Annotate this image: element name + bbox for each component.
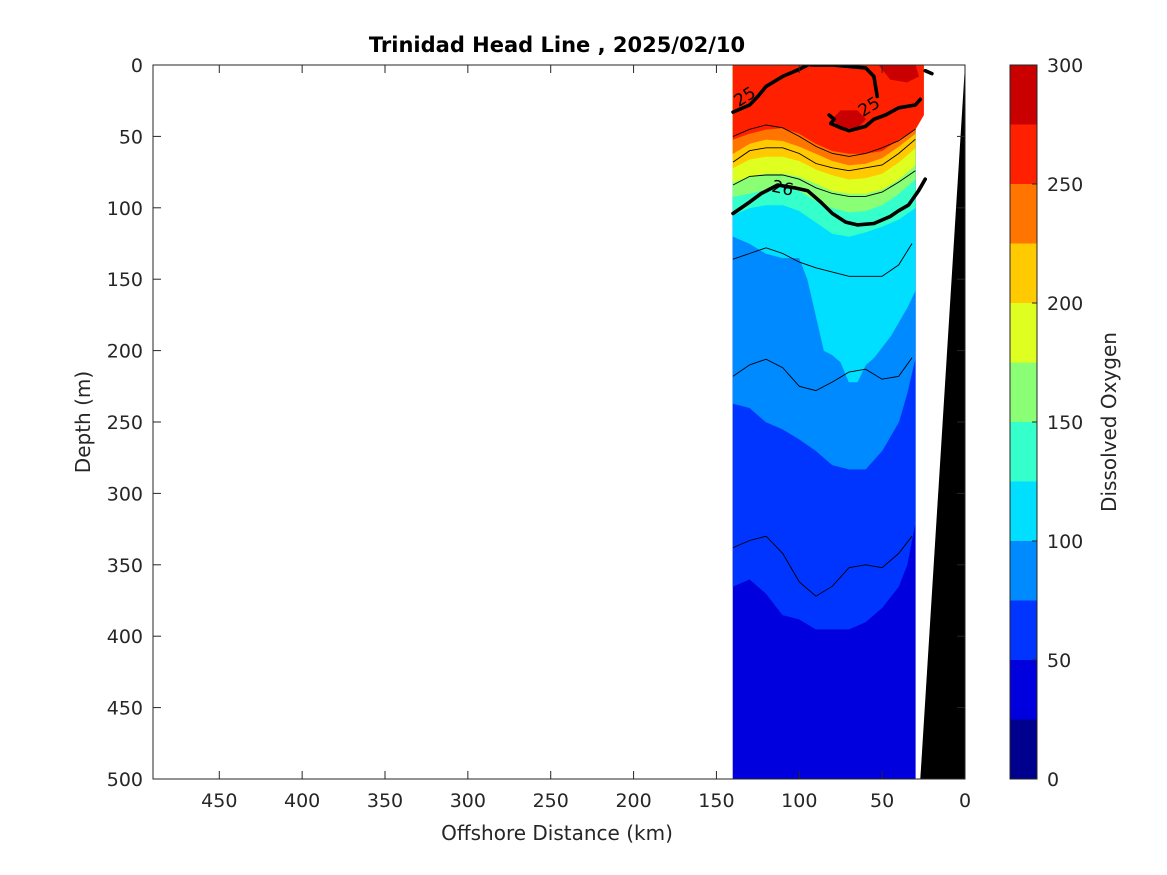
thin-contour-1 (732, 138, 916, 172)
colorbar-tick-label: 250 (1047, 174, 1083, 196)
seafloor-mask (920, 65, 965, 779)
x-tick-label: 250 (533, 790, 569, 812)
y-tick-label: 50 (119, 126, 143, 148)
x-tick-label: 400 (284, 790, 320, 812)
colorbar-tick-label: 200 (1047, 293, 1083, 315)
colorbar-label: Dissolved Oxygen (1097, 332, 1121, 512)
y-tick-label: 400 (107, 626, 143, 648)
colorbar-swatch-6 (1010, 362, 1037, 422)
y-tick-label: 450 (107, 698, 143, 720)
x-tick-label: 100 (781, 790, 817, 812)
x-tick-label: 300 (450, 790, 486, 812)
colorbar-swatch-11 (1010, 65, 1037, 125)
colorbar-swatch-7 (1010, 303, 1037, 363)
thick-contour-1 (809, 65, 880, 99)
colorbar-tick-label: 50 (1047, 650, 1071, 672)
y-tick-label: 100 (107, 198, 143, 220)
colorbar-swatch-0 (1010, 719, 1037, 779)
thick-contour-3 (827, 113, 836, 126)
x-axis-label: Offshore Distance (km) (441, 821, 673, 845)
thin-contour-2 (732, 170, 916, 197)
colorbar-swatch-3 (1010, 541, 1037, 601)
colorbar-swatch-1 (1010, 660, 1037, 720)
y-axis-label: Depth (m) (71, 371, 95, 473)
bottom-mask (920, 65, 965, 779)
x-tick-label: 450 (201, 790, 237, 812)
colorbar-swatch-8 (1010, 243, 1037, 303)
colorbar-swatch-2 (1010, 600, 1037, 660)
x-axis-ticks: 450 400 350 300 250 200 150 100 50 0 (201, 65, 971, 812)
x-tick-label: 200 (615, 790, 651, 812)
y-tick-label: 200 (107, 341, 143, 363)
thick-contour-5 (923, 68, 934, 76)
thin-contour-lines (732, 124, 916, 597)
filled-band-12 (777, 668, 789, 727)
thin-contour-0 (732, 124, 916, 157)
colorbar-swatch-4 (1010, 481, 1037, 541)
filled-band-11 (878, 65, 919, 83)
thin-contour-4 (732, 357, 913, 392)
y-tick-label: 300 (107, 483, 143, 505)
thin-contour-5 (732, 535, 913, 597)
x-tick-label: 0 (959, 790, 971, 812)
colorbar-tick-label: 150 (1047, 412, 1083, 434)
chart-title: Trinidad Head Line , 2025/02/10 (369, 33, 745, 57)
thick-contour-4 (731, 177, 928, 227)
y-tick-label: 350 (107, 555, 143, 577)
colorbar-swatch-5 (1010, 422, 1037, 482)
y-tick-label: 250 (107, 412, 143, 434)
x-tick-label: 350 (367, 790, 403, 812)
labeled-contour-lines (731, 65, 934, 227)
y-tick-label: 500 (107, 769, 143, 791)
y-axis-ticks: 0 50 100 150 200 250 300 350 400 450 500 (107, 55, 965, 791)
filled-contours (732, 65, 924, 779)
contour-label-4: 26 (770, 177, 795, 201)
colorbar-swatch-10 (1010, 124, 1037, 184)
colorbar-tick-label: 0 (1047, 769, 1059, 791)
colorbar-tick-label: 300 (1047, 55, 1083, 77)
thick-contour-2 (828, 97, 923, 133)
y-tick-label: 0 (131, 55, 143, 77)
colorbar-swatch-9 (1010, 184, 1037, 244)
colorbar: 0 50 100 150 200 250 300 (1009, 55, 1083, 791)
x-tick-label: 50 (870, 790, 894, 812)
x-tick-label: 150 (698, 790, 734, 812)
thin-contour-3 (732, 243, 913, 277)
y-tick-label: 150 (107, 269, 143, 291)
colorbar-tick-label: 100 (1047, 531, 1083, 553)
